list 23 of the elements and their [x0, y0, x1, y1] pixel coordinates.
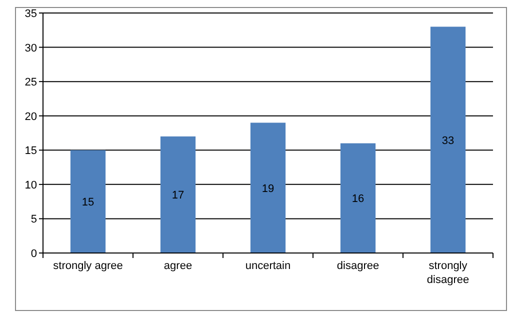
data-label: 33	[442, 134, 454, 147]
bar	[70, 150, 106, 253]
data-label: 19	[262, 182, 274, 195]
y-tick-label: 35	[24, 8, 37, 20]
data-label: 15	[82, 196, 94, 209]
y-tick-label: 10	[24, 179, 37, 192]
y-tick-label: 5	[30, 214, 37, 226]
data-label: 17	[172, 190, 184, 202]
y-tick-label: 0	[30, 248, 37, 260]
x-tick-label: disagree	[336, 260, 380, 272]
y-tick-label: 20	[24, 110, 37, 123]
y-tick-label: 25	[24, 76, 37, 89]
y-tick-label: 30	[24, 42, 37, 54]
x-tick-label: agree	[164, 260, 192, 272]
bar	[250, 122, 286, 253]
data-label: 16	[352, 193, 364, 206]
x-tick-label: uncertain	[245, 260, 291, 272]
x-tick-label: strongly disagree	[426, 260, 470, 286]
y-tick-label: 15	[24, 145, 37, 158]
bar	[160, 136, 196, 253]
x-tick-label: strongly agree	[53, 260, 123, 272]
bar	[430, 26, 466, 253]
bar	[340, 143, 376, 253]
